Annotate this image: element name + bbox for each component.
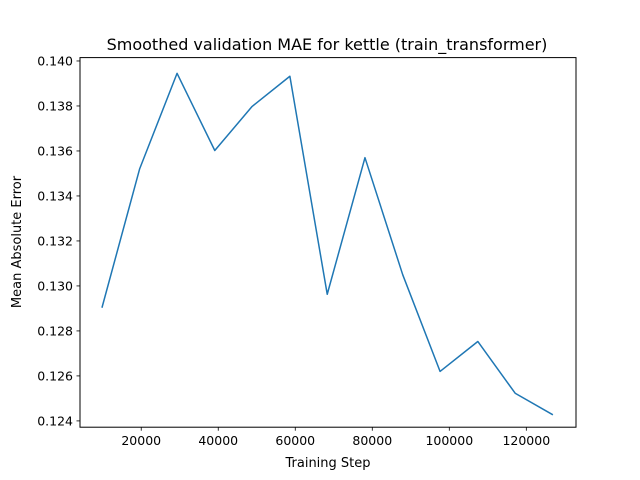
y-tick-label: 0.128	[37, 323, 73, 338]
chart-title: Smoothed validation MAE for kettle (trai…	[107, 35, 548, 55]
y-tick-label: 0.136	[37, 143, 73, 158]
y-tick-label: 0.130	[37, 278, 73, 293]
x-tick-label: 20000	[121, 433, 161, 448]
y-tick-label: 0.138	[37, 98, 73, 113]
x-tick-label: 80000	[352, 433, 392, 448]
x-axis-label: Training Step	[284, 456, 370, 471]
y-tick-label: 0.132	[37, 233, 73, 248]
y-tick-label: 0.134	[37, 188, 73, 203]
y-tick-label: 0.126	[37, 368, 73, 383]
plot-area	[101, 72, 554, 416]
y-tick-label: 0.140	[37, 53, 73, 68]
x-tick-label: 40000	[198, 433, 238, 448]
x-tick-label: 120000	[502, 433, 550, 448]
x-axis-ticks: 20000 40000 60000 80000 100000 120000	[121, 427, 550, 448]
y-tick-label: 0.124	[37, 413, 73, 428]
y-axis-ticks: 0.124 0.126 0.128 0.130 0.132 0.134 0.136 0.138…	[37, 53, 80, 428]
series-line-0	[101, 72, 554, 416]
x-tick-label: 60000	[275, 433, 315, 448]
axes-frame	[79, 57, 577, 428]
x-tick-label: 100000	[425, 433, 473, 448]
y-axis-label: Mean Absolute Error	[10, 175, 25, 308]
